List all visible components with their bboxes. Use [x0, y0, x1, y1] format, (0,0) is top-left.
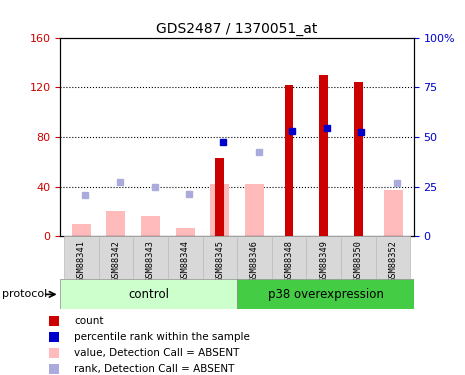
- Text: control: control: [128, 288, 169, 301]
- Bar: [354, 82, 363, 236]
- Bar: [341, 236, 376, 279]
- Text: percentile rank within the sample: percentile rank within the sample: [74, 332, 250, 342]
- Bar: [210, 184, 229, 236]
- Text: GSM88342: GSM88342: [112, 240, 120, 282]
- Bar: [176, 228, 195, 236]
- Text: GSM88349: GSM88349: [319, 240, 328, 282]
- Bar: [237, 236, 272, 279]
- Bar: [285, 85, 293, 236]
- Text: protocol: protocol: [2, 290, 47, 299]
- Bar: [168, 236, 202, 279]
- Bar: [306, 236, 341, 279]
- Text: GSM88346: GSM88346: [250, 240, 259, 282]
- Bar: [319, 75, 328, 236]
- Text: p38 overexpression: p38 overexpression: [267, 288, 384, 301]
- Bar: [72, 224, 91, 236]
- Text: count: count: [74, 315, 104, 326]
- Text: value, Detection Call = ABSENT: value, Detection Call = ABSENT: [74, 348, 239, 358]
- Bar: [133, 236, 168, 279]
- Title: GDS2487 / 1370051_at: GDS2487 / 1370051_at: [156, 22, 318, 36]
- Bar: [106, 211, 126, 236]
- Bar: [141, 216, 160, 236]
- Bar: [64, 236, 99, 279]
- Bar: [99, 236, 133, 279]
- Text: GSM88350: GSM88350: [354, 240, 363, 282]
- Bar: [245, 184, 264, 236]
- Text: rank, Detection Call = ABSENT: rank, Detection Call = ABSENT: [74, 364, 234, 374]
- Bar: [384, 190, 403, 236]
- Text: GSM88343: GSM88343: [146, 240, 155, 282]
- Text: GSM88352: GSM88352: [389, 240, 398, 282]
- Bar: [272, 236, 306, 279]
- Bar: [60, 279, 237, 309]
- Bar: [237, 279, 414, 309]
- Text: GSM88345: GSM88345: [215, 240, 224, 282]
- Bar: [202, 236, 237, 279]
- Bar: [215, 158, 224, 236]
- Text: GSM88348: GSM88348: [285, 240, 293, 282]
- Bar: [376, 236, 411, 279]
- Text: GSM88341: GSM88341: [77, 240, 86, 282]
- Text: GSM88344: GSM88344: [181, 240, 190, 282]
